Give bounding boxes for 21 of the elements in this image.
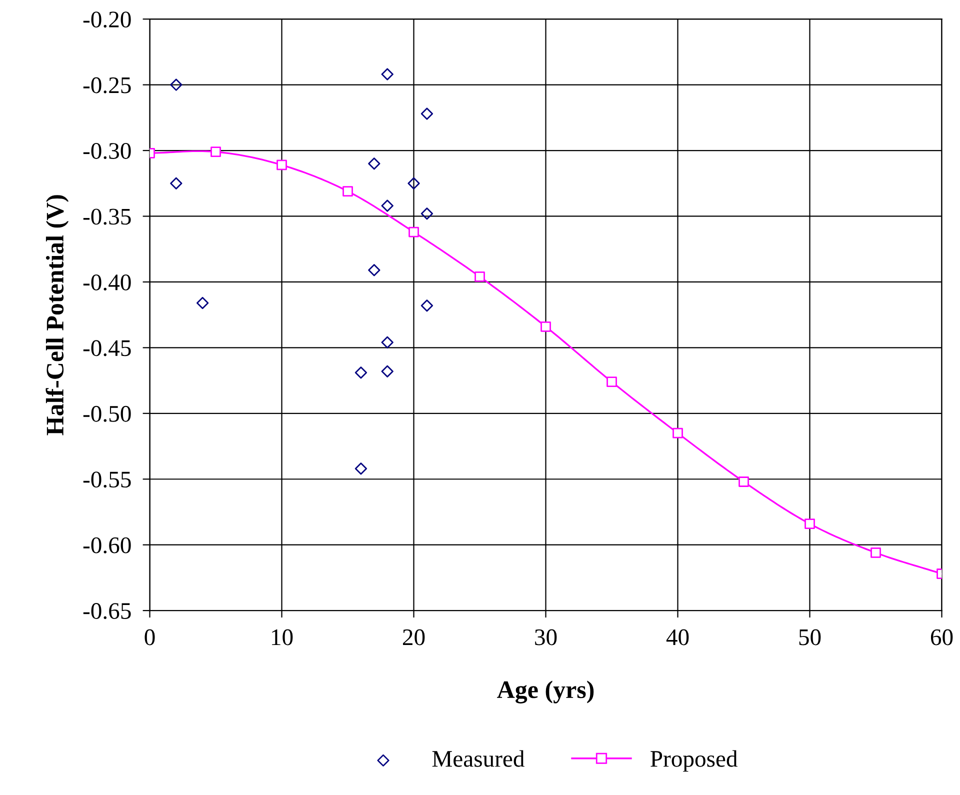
y-tick-label: -0.65 <box>83 603 131 620</box>
x-tick-label: 40 <box>666 629 689 646</box>
x-axis-title: Age (yrs) <box>497 680 594 704</box>
y-tick-label: -0.25 <box>83 77 131 94</box>
x-tick-label: 0 <box>144 629 155 646</box>
legend-label: Measured <box>432 750 524 767</box>
y-tick-label: -0.20 <box>83 12 131 28</box>
y-tick-label: -0.35 <box>83 208 131 225</box>
y-tick-label: -0.30 <box>83 143 131 160</box>
y-tick-label: -0.50 <box>83 406 131 422</box>
y-tick-label: -0.40 <box>83 274 131 290</box>
y-tick-label: -0.45 <box>83 340 131 356</box>
legend-label: Proposed <box>650 750 738 772</box>
y-tick-label: -0.55 <box>83 472 131 488</box>
x-tick-label: 50 <box>799 629 821 646</box>
x-tick-label: 30 <box>535 629 557 646</box>
x-tick-label: 60 <box>930 629 953 646</box>
x-tick-label: 10 <box>272 629 293 646</box>
x-tick-label: 20 <box>402 629 425 646</box>
y-tick-label: -0.60 <box>83 537 131 554</box>
y-axis-title: Half-Cell Potential (V) <box>46 195 69 436</box>
